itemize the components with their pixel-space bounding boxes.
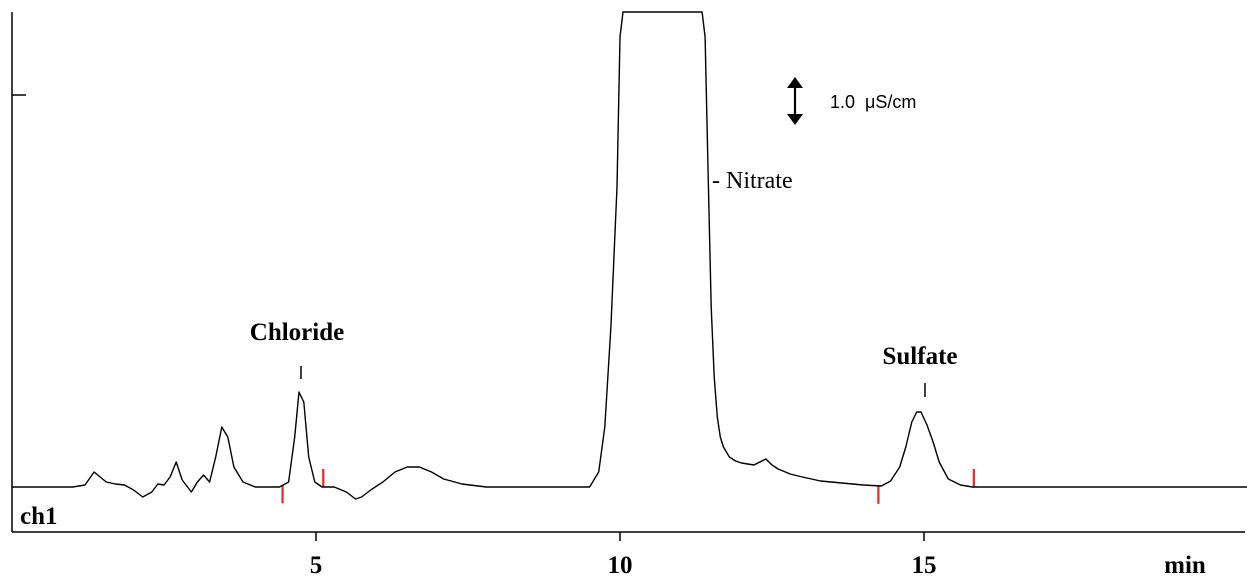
x-tick-label-15: 15 xyxy=(912,552,937,579)
scale-bar xyxy=(787,77,803,125)
peak-label-nitrate: - Nitrate xyxy=(712,168,793,194)
scale-bar-arrow-down xyxy=(787,114,803,125)
channel-label: ch1 xyxy=(20,503,58,530)
scale-label: 1.0 μS/cm xyxy=(830,92,916,112)
peak-label-sulfate: Sulfate xyxy=(883,343,958,370)
x-axis-label: min xyxy=(1164,552,1206,579)
chromatogram-trace xyxy=(12,11,1247,500)
x-tick-label-5: 5 xyxy=(310,552,323,579)
peak-label-chloride: Chloride xyxy=(250,319,344,346)
x-tick-label-10: 10 xyxy=(608,552,633,579)
scale-bar-arrow-up xyxy=(787,77,803,88)
